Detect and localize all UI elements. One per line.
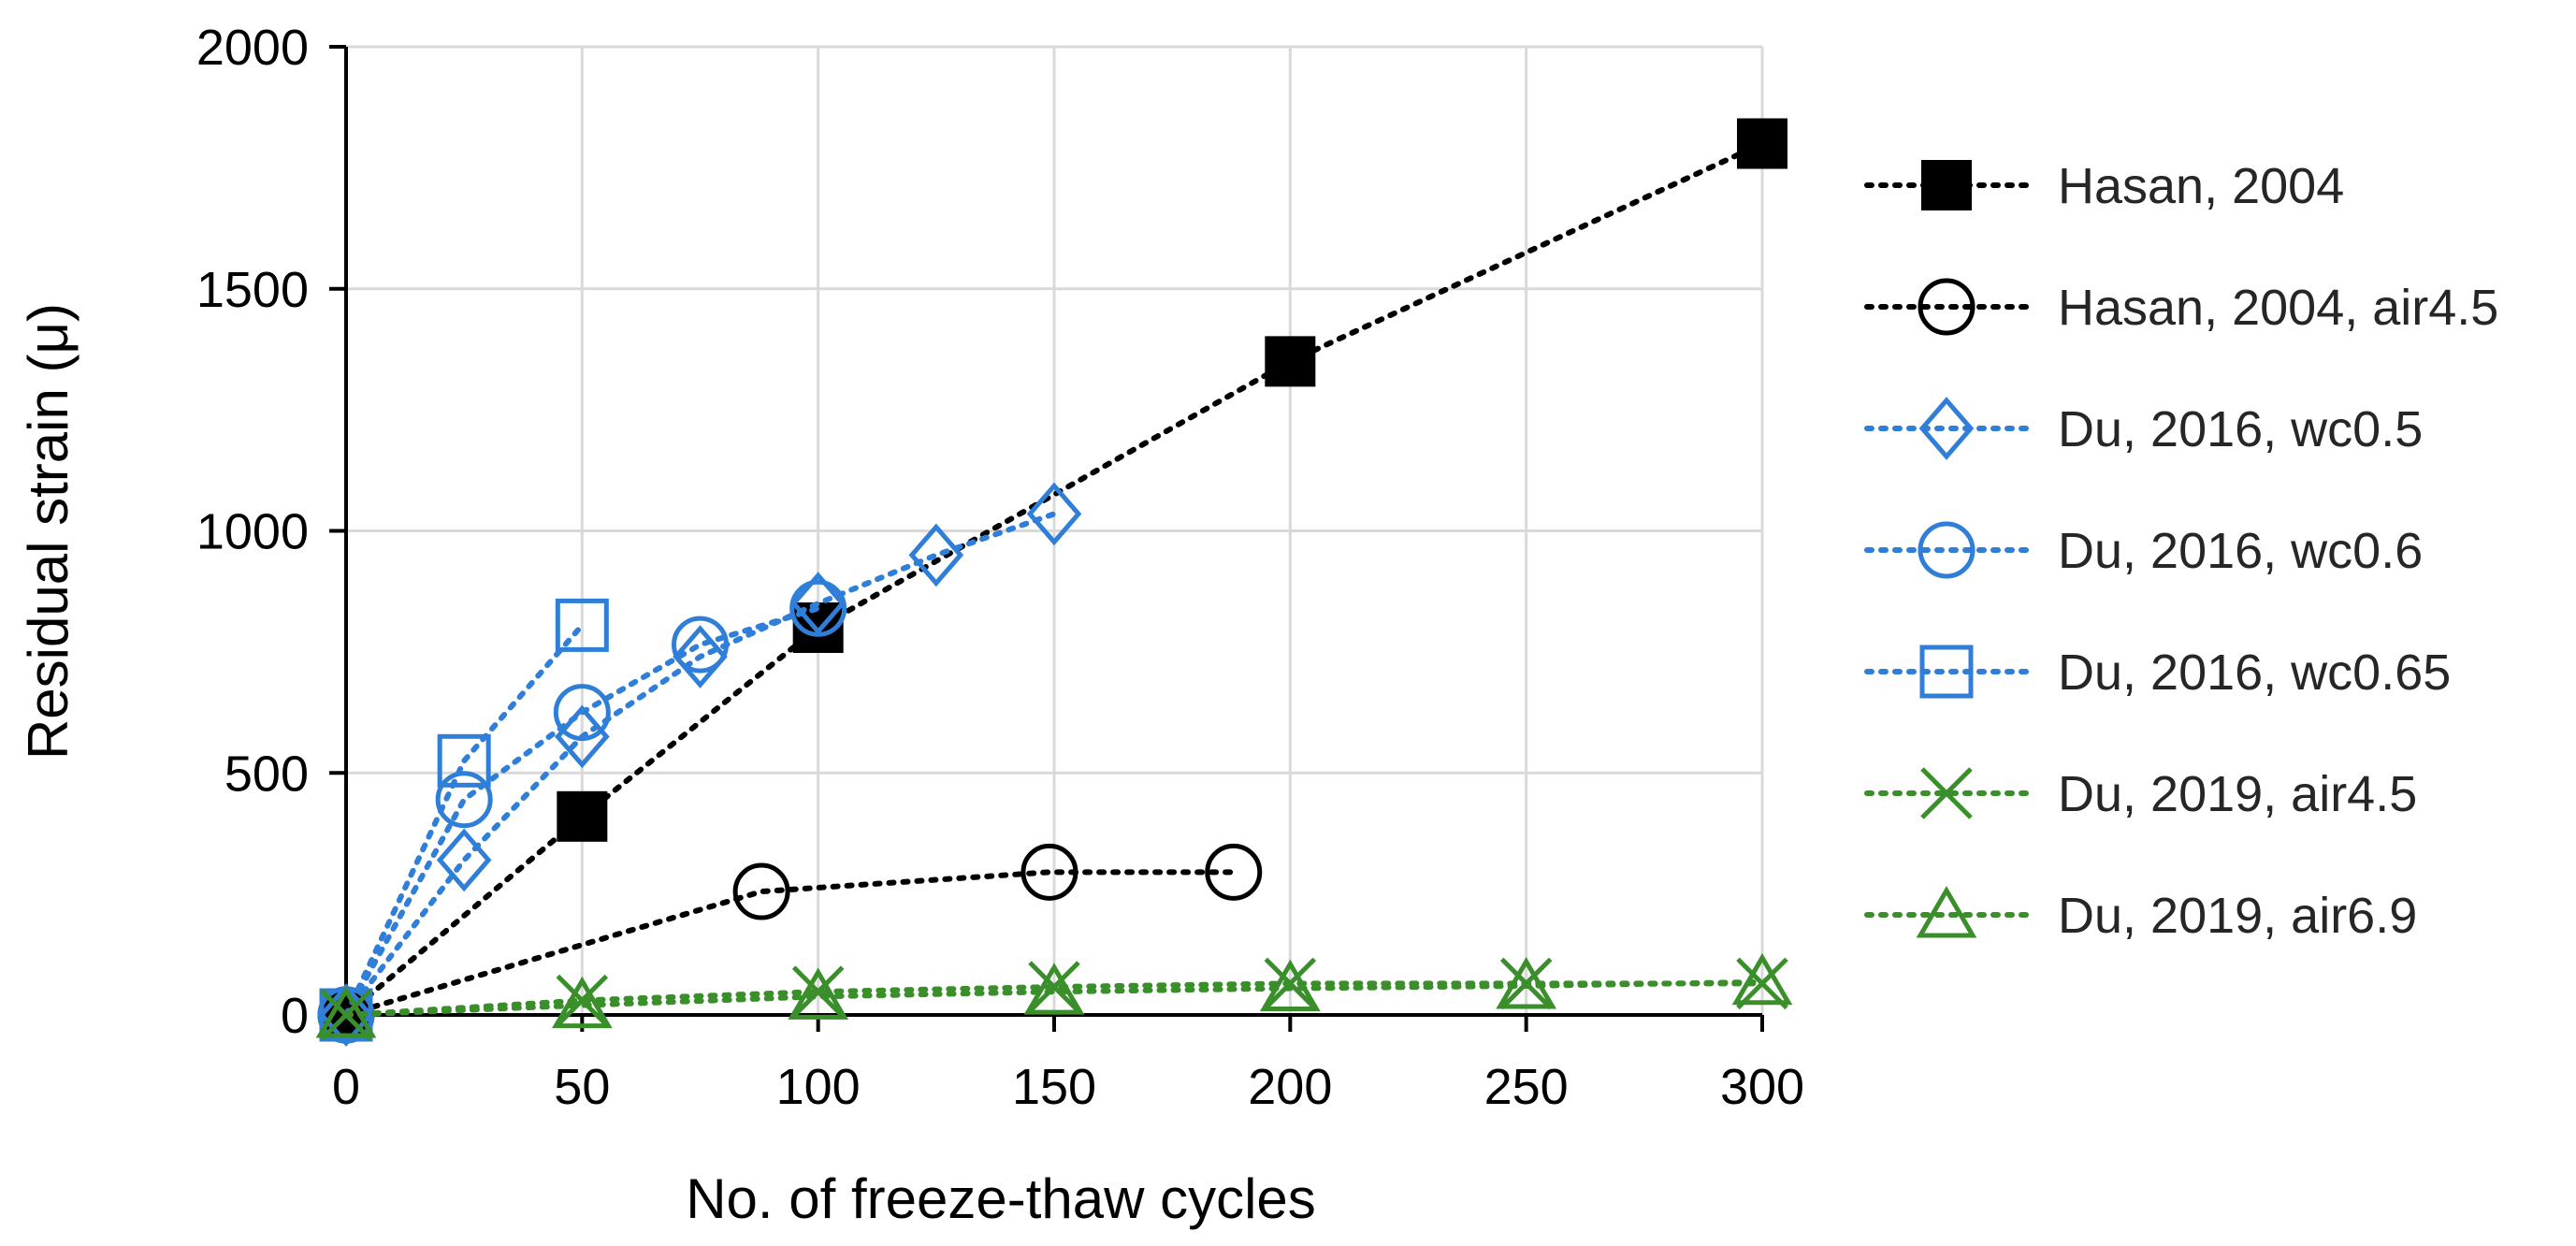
data-point-hasan-2004-air4-5-2 <box>1020 843 1078 901</box>
y-tick-label-500: 500 <box>224 746 309 802</box>
data-point-du-2019-air4-5-1 <box>556 974 609 1027</box>
series-line-du-2016-wc0-5 <box>343 511 1057 1018</box>
legend-item-hasan-2004-air4-5: Hasan, 2004, air4.5 <box>1864 278 2498 336</box>
data-point-du-2016-wc0-6-2 <box>553 684 611 742</box>
series-line-du-2019-air6-9 <box>343 978 1765 1018</box>
legend-label-hasan-2004-air4-5: Hasan, 2004, air4.5 <box>2058 280 2498 336</box>
x-tick-label-50: 50 <box>554 1059 610 1115</box>
data-point-du-2016-wc0-6-1 <box>435 771 493 829</box>
data-point-du-2016-wc0-6-3 <box>672 616 729 674</box>
series-line-du-2016-wc0-6 <box>343 605 821 1018</box>
x-tick-label-150: 150 <box>1012 1059 1096 1115</box>
grid <box>346 45 1764 1015</box>
data-point-du-2016-wc0-5-5 <box>908 523 964 587</box>
data-point-du-2016-wc0-6-4 <box>789 579 847 637</box>
y-tick-label-1000: 1000 <box>196 504 309 560</box>
data-point-du-2019-air6-9-4 <box>1259 959 1321 1012</box>
legend-marker-du-2016-wc0-5 <box>1918 397 1975 460</box>
series-line-du-2016-wc0-65 <box>343 622 586 1018</box>
legend-item-du-2016-wc0-6: Du, 2016, wc0.6 <box>1864 521 2423 579</box>
series-du-2019-air6-9 <box>315 952 1793 1038</box>
legend-label-du-2016-wc0-5: Du, 2016, wc0.5 <box>2058 401 2423 457</box>
legend-item-du-2019-air4-5: Du, 2019, air4.5 <box>1864 766 2417 822</box>
series-du-2016-wc0-5 <box>318 482 1082 1047</box>
y-tick-label-1500: 1500 <box>196 262 309 318</box>
tick-labels: 0 500 1000 1500 2000 0 50 100 150 200 250 300 <box>196 20 1804 1115</box>
series-line-hasan-2004-air4-5 <box>343 869 1237 1018</box>
legend-label-du-2016-wc0-65: Du, 2016, wc0.65 <box>2058 645 2451 701</box>
legend-label-du-2016-wc0-6: Du, 2016, wc0.6 <box>2058 523 2423 579</box>
data-point-du-2019-air6-9-2 <box>788 967 849 1020</box>
legend-marker-du-2016-wc0-65 <box>1919 645 1974 699</box>
data-point-du-2019-air4-5-4 <box>1264 957 1317 1010</box>
data-point-du-2016-wc0-65-1 <box>437 733 491 788</box>
legend-label-hasan-2004: Hasan, 2004 <box>2058 158 2344 214</box>
legend-label-du-2019-air6-9: Du, 2019, air6.9 <box>2058 888 2417 944</box>
data-point-du-2019-air4-5-3 <box>1028 961 1080 1013</box>
legend-item-du-2019-air6-9: Du, 2019, air6.9 <box>1864 886 2417 944</box>
data-point-hasan-2004-air4-5-3 <box>1205 843 1263 901</box>
data-point-du-2019-air6-9-1 <box>551 976 613 1029</box>
data-point-du-2019-air6-9-0 <box>315 986 377 1038</box>
legend-label-du-2019-air4-5: Du, 2019, air4.5 <box>2058 766 2417 822</box>
data-point-du-2016-wc0-5-1 <box>436 828 492 892</box>
data-point-du-2016-wc0-5-3 <box>673 625 728 688</box>
data-point-du-2019-air6-9-3 <box>1023 963 1085 1015</box>
data-point-du-2019-air4-5-2 <box>791 965 845 1018</box>
y-tick-label-2000: 2000 <box>196 20 309 76</box>
data-point-du-2019-air6-9-5 <box>1496 956 1557 1009</box>
x-tick-label-200: 200 <box>1248 1059 1332 1115</box>
legend-item-du-2016-wc0-5: Du, 2016, wc0.5 <box>1864 397 2423 460</box>
data-point-du-2016-wc0-5-6 <box>1026 482 1082 546</box>
legend-item-du-2016-wc0-65: Du, 2016, wc0.65 <box>1864 645 2451 701</box>
legend-marker-hasan-2004-air4-5 <box>1918 278 1975 336</box>
data-point-du-2016-wc0-5-4 <box>790 572 846 635</box>
x-tick-label-250: 250 <box>1484 1059 1569 1115</box>
data-point-du-2019-air6-9-6 <box>1731 952 1793 1006</box>
x-axis-title: No. of freeze-thaw cycles <box>686 1167 1316 1230</box>
data-point-hasan-2004-4 <box>1737 118 1787 169</box>
y-tick-label-0: 0 <box>281 988 309 1044</box>
x-tick-label-300: 300 <box>1720 1059 1804 1115</box>
x-tick-label-100: 100 <box>776 1059 861 1115</box>
legend-marker-du-2019-air4-5 <box>1920 767 1973 819</box>
y-axis-title: Residual strain (μ) <box>17 303 80 760</box>
data-point-hasan-2004-air4-5-1 <box>732 862 790 920</box>
series <box>315 118 1793 1047</box>
x-tick-label-0: 0 <box>332 1059 360 1115</box>
legend: Hasan, 2004 Hasan, 2004, air4.5 Du, 2016, … <box>1864 158 2498 944</box>
legend-item-hasan-2004: Hasan, 2004 <box>1864 158 2344 214</box>
legend-marker-du-2019-air6-9 <box>1916 886 1977 938</box>
data-point-hasan-2004-1 <box>557 790 608 842</box>
data-point-du-2019-air4-5-6 <box>1736 957 1788 1010</box>
data-point-hasan-2004-3 <box>1265 336 1316 387</box>
legend-marker-hasan-2004 <box>1921 160 1972 210</box>
legend-marker-du-2016-wc0-6 <box>1918 521 1975 579</box>
data-point-du-2016-wc0-65-2 <box>555 598 609 652</box>
